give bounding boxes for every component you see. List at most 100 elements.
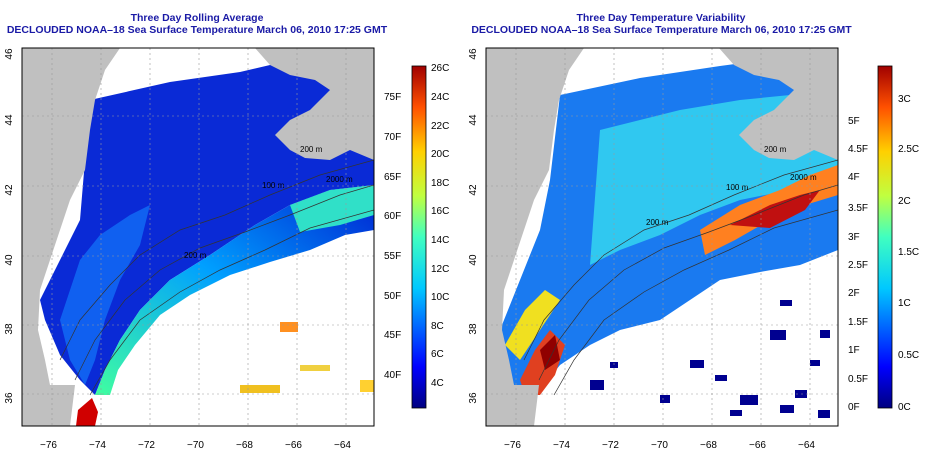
left-contour-label-200a: 200 m xyxy=(184,251,207,260)
right-cb-f-0: 0F xyxy=(848,402,860,413)
left-cb-c-16: 16C xyxy=(431,206,449,217)
right-cb-f-5: 5F xyxy=(848,116,860,127)
left-land-canada xyxy=(255,48,374,160)
right-x-tick-74: −74 xyxy=(553,440,570,451)
left-cb-c-26: 26C xyxy=(431,63,449,74)
left-cb-f-45: 45F xyxy=(384,330,401,341)
left-cb-c-10: 10C xyxy=(431,292,449,303)
right-y-tick-40: 40 xyxy=(468,254,479,266)
left-cb-f-55: 55F xyxy=(384,251,401,262)
right-map: 200 m 100 m 2000 m 200 m xyxy=(486,48,838,426)
right-cb-c-2.5: 2.5C xyxy=(898,144,919,155)
left-cb-c-8: 8C xyxy=(431,321,444,332)
left-colorbar-c-labels: 26C 24C 22C 20C 18C 16C 14C 12C 10C 8C 6… xyxy=(431,63,449,389)
left-slope-water xyxy=(95,185,374,395)
right-x-axis: −76 −74 −72 −70 −68 −66 −64 xyxy=(504,440,815,451)
left-cb-c-24: 24C xyxy=(431,92,449,103)
left-cb-c-12: 12C xyxy=(431,264,449,275)
right-x-tick-76: −76 xyxy=(504,440,521,451)
left-contour-2000 xyxy=(89,209,374,396)
right-cb-f-2.5: 2.5F xyxy=(848,260,868,271)
right-cb-c-3: 3C xyxy=(898,94,911,105)
right-cb-c-0.5: 0.5C xyxy=(898,350,919,361)
left-cb-f-50: 50F xyxy=(384,291,401,302)
left-cb-f-75: 75F xyxy=(384,92,401,103)
right-contour-label-100: 100 m xyxy=(726,183,749,192)
left-y-tick-40: 40 xyxy=(4,254,15,266)
right-x-tick-72: −72 xyxy=(602,440,619,451)
right-y-tick-38: 38 xyxy=(468,323,479,335)
right-contour-2000 xyxy=(553,209,838,396)
left-title-line2: DECLOUDED NOAA–18 Sea Surface Temperatur… xyxy=(6,24,388,36)
right-y-tick-44: 44 xyxy=(468,114,479,126)
left-y-tick-36: 36 xyxy=(4,392,15,404)
right-colorbar-c-labels: 3C 2.5C 2C 1.5C 1C 0.5C 0C xyxy=(898,94,919,413)
right-max-variability xyxy=(730,190,820,228)
left-x-axis: −76 −74 −72 −70 −68 −66 −64 xyxy=(40,440,351,451)
right-cb-c-0: 0C xyxy=(898,402,911,413)
left-cb-c-20: 20C xyxy=(431,149,449,160)
left-cb-c-22: 22C xyxy=(431,121,449,132)
left-x-tick-66: −66 xyxy=(285,440,302,451)
left-y-axis: 46 44 42 40 38 36 xyxy=(4,48,15,404)
left-cb-f-40: 40F xyxy=(384,370,401,381)
left-warm-patch-2 xyxy=(240,385,280,393)
left-warm-patch-4 xyxy=(360,380,374,392)
left-cb-c-6: 6C xyxy=(431,349,444,360)
left-y-tick-38: 38 xyxy=(4,323,15,335)
right-cb-f-1.5: 1.5F xyxy=(848,317,868,328)
right-contour-100 xyxy=(523,159,838,361)
left-y-tick-42: 42 xyxy=(4,184,15,196)
right-cb-f-1: 1F xyxy=(848,345,860,356)
left-x-tick-72: −72 xyxy=(138,440,155,451)
left-graticule xyxy=(22,48,374,426)
right-graticule xyxy=(486,48,838,426)
right-land-canada xyxy=(719,48,838,160)
left-contour-label-200b: 200 m xyxy=(300,145,323,154)
left-map-frame xyxy=(21,47,375,427)
right-land-usa xyxy=(486,48,584,385)
left-x-tick-76: −76 xyxy=(40,440,57,451)
right-cb-f-3: 3F xyxy=(848,232,860,243)
right-x-tick-64: −64 xyxy=(798,440,815,451)
left-title-line1: Three Day Rolling Average xyxy=(130,12,264,24)
left-shelf-water xyxy=(60,205,150,385)
left-y-tick-44: 44 xyxy=(4,114,15,126)
left-contour-label-100: 100 m xyxy=(262,181,285,190)
right-y-tick-46: 46 xyxy=(468,48,479,60)
left-x-tick-68: −68 xyxy=(236,440,253,451)
left-colorbar xyxy=(411,65,427,409)
left-warm-eddy xyxy=(290,185,374,232)
left-contour-200 xyxy=(74,184,374,381)
left-warm-patch-3 xyxy=(300,365,330,371)
right-x-tick-68: −68 xyxy=(700,440,717,451)
right-cb-f-3.5: 3.5F xyxy=(848,203,868,214)
right-cb-f-4: 4F xyxy=(848,172,860,183)
right-land-south xyxy=(486,385,539,426)
left-contour-100 xyxy=(59,159,374,361)
left-y-tick-46: 46 xyxy=(4,48,15,60)
left-x-tick-74: −74 xyxy=(89,440,106,451)
left-x-tick-70: −70 xyxy=(187,440,204,451)
right-contour-label-200: 200 m xyxy=(646,218,669,227)
left-land-south xyxy=(22,385,75,426)
left-cb-c-18: 18C xyxy=(431,178,449,189)
right-x-tick-66: −66 xyxy=(749,440,766,451)
left-colorbar-f-labels: 75F 70F 65F 60F 55F 50F 45F 40F xyxy=(384,92,401,381)
right-title-line1: Three Day Temperature Variability xyxy=(576,12,746,24)
right-cb-c-1.5: 1.5C xyxy=(898,247,919,258)
left-cb-f-65: 65F xyxy=(384,172,401,183)
left-cb-c-14: 14C xyxy=(431,235,449,246)
right-colorbar-f-labels: 5F 4.5F 4F 3.5F 3F 2.5F 2F 1.5F 1F 0.5F … xyxy=(848,116,868,413)
right-y-tick-42: 42 xyxy=(468,184,479,196)
right-cb-f-0.5: 0.5F xyxy=(848,374,868,385)
right-contour-label-200b: 200 m xyxy=(764,145,787,154)
right-coastal-max xyxy=(540,335,560,370)
left-x-tick-64: −64 xyxy=(334,440,351,451)
left-warm-patch-1 xyxy=(280,322,298,332)
right-cb-c-1: 1C xyxy=(898,298,911,309)
left-cb-c-4: 4C xyxy=(431,378,444,389)
left-cb-f-60: 60F xyxy=(384,211,401,222)
right-x-tick-70: −70 xyxy=(651,440,668,451)
